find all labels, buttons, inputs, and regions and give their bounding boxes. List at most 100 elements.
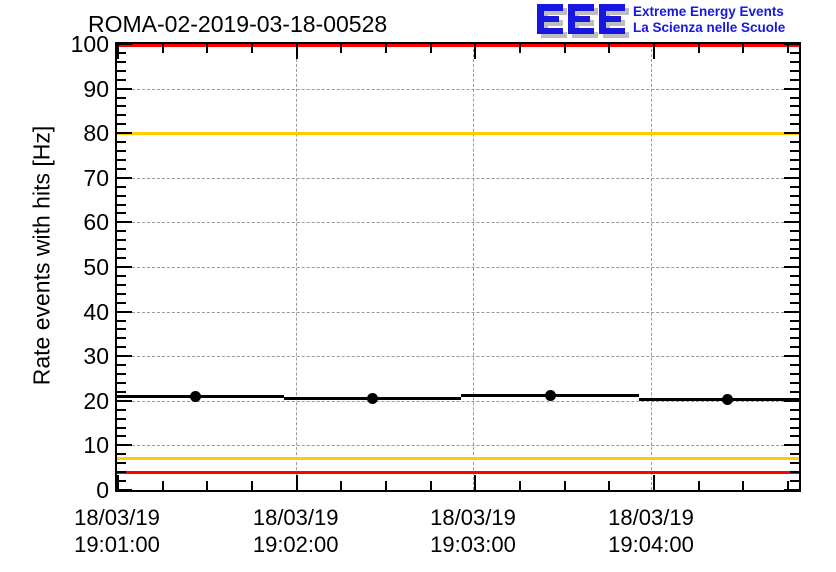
y-axis-tick-left — [117, 408, 126, 411]
y-axis-tick-label: 70 — [83, 164, 109, 191]
y-axis-tick-left — [117, 87, 132, 90]
y-axis-tick-left — [117, 462, 126, 465]
x-axis-tick-bottom — [385, 481, 388, 490]
y-axis-tick-left — [117, 230, 126, 233]
gridline-horizontal — [117, 445, 799, 447]
y-axis-tick-right — [790, 158, 799, 161]
y-axis-tick-right — [790, 257, 799, 260]
y-axis-tick-left — [117, 471, 126, 474]
y-axis-tick-left — [117, 274, 126, 277]
y-axis-tick-left — [117, 167, 126, 170]
threshold-line-lower-warning — [117, 457, 799, 461]
x-axis-tick-label-date: 18/03/19 — [252, 505, 339, 530]
eee-logo: Extreme Energy Events La Scienza nelle S… — [537, 3, 833, 38]
threshold-line-upper-alarm — [117, 44, 799, 47]
y-axis-tick-right — [790, 167, 799, 170]
x-axis-tick-top — [697, 44, 700, 53]
plot-area — [115, 42, 801, 492]
y-axis-tick-left — [117, 283, 126, 286]
y-axis-tick-right — [790, 150, 799, 153]
y-axis-tick-left — [117, 158, 126, 161]
y-axis-tick-label: 100 — [70, 31, 109, 57]
eee-logo-text: Extreme Energy Events La Scienza nelle S… — [633, 4, 785, 36]
x-axis-tick-top — [206, 44, 209, 53]
data-point-marker[interactable] — [189, 390, 201, 402]
y-axis-tick-left — [117, 310, 132, 313]
x-axis-tick-top — [563, 44, 566, 53]
x-axis-tick-bottom — [429, 481, 432, 490]
eee-letter-3 — [599, 4, 629, 38]
y-axis-tick-left — [117, 248, 126, 251]
gridline-horizontal — [117, 400, 799, 402]
y-axis-tick-right — [790, 60, 799, 63]
y-axis-tick-right — [790, 417, 799, 420]
y-axis-tick-right — [784, 44, 799, 45]
y-axis-tick-right — [790, 471, 799, 474]
y-axis-tick-left — [117, 373, 126, 376]
plot-canvas — [117, 44, 799, 490]
y-axis-tick-right — [790, 328, 799, 331]
y-axis-tick-left — [117, 399, 132, 402]
y-axis-tick-right — [790, 462, 799, 465]
x-axis-tick-label: 18/03/19 19:03:00 — [383, 504, 563, 558]
y-axis-tick-right — [790, 426, 799, 429]
data-point-marker[interactable] — [721, 393, 733, 405]
eee-logo-mark — [537, 3, 629, 38]
y-axis-tick-left — [117, 417, 126, 420]
x-axis-tick-bottom — [117, 475, 119, 490]
y-axis-tick-left — [117, 150, 126, 153]
y-axis-tick-right — [784, 87, 799, 90]
y-axis-tick-right — [790, 69, 799, 72]
threshold-line-upper-warning — [117, 131, 799, 135]
data-segment — [638, 397, 799, 401]
x-axis-tick-bottom — [251, 481, 253, 490]
data-point-marker[interactable] — [367, 393, 379, 405]
x-axis-tick-label-date: 18/03/19 — [430, 505, 516, 530]
x-axis-tick-top — [653, 44, 656, 59]
x-axis-tick-bottom — [697, 481, 700, 490]
y-axis-tick-right — [784, 399, 799, 402]
y-axis-tick-right — [790, 408, 799, 411]
x-axis-tick-label-date: 18/03/19 — [608, 505, 694, 530]
x-axis-tick-top — [608, 44, 611, 53]
y-axis-tick-right — [784, 266, 799, 268]
y-axis-tick-label: 50 — [83, 254, 109, 280]
data-point-marker[interactable] — [544, 389, 556, 401]
gridline-horizontal — [117, 177, 799, 179]
y-axis-tick-left — [117, 301, 126, 304]
y-axis-tick-right — [790, 292, 799, 295]
y-axis-tick-right — [790, 381, 799, 384]
y-axis-tick-left — [117, 453, 126, 456]
x-axis-tick-label-time: 19:04:00 — [608, 532, 694, 557]
y-axis-tick-right — [790, 105, 799, 108]
y-axis-tick-left — [117, 381, 126, 384]
eee-letter-2 — [568, 4, 598, 38]
y-axis-tick-label: 10 — [83, 432, 109, 459]
gridline-horizontal — [117, 88, 799, 90]
x-axis-tick-label-time: 19:02:00 — [252, 532, 339, 557]
x-axis-tick-top — [340, 44, 343, 53]
y-axis-tick-left — [117, 141, 126, 144]
y-axis-tick-right — [790, 123, 799, 126]
y-axis-tick-left — [117, 292, 126, 295]
y-axis-tick-right — [790, 435, 799, 438]
y-axis-tick-label: 60 — [83, 209, 109, 236]
y-axis-tick-left — [117, 203, 126, 206]
x-axis-tick-bottom — [653, 475, 656, 490]
y-axis-tick-right — [790, 239, 799, 242]
x-axis-tick-bottom — [563, 481, 566, 490]
y-axis-tick-left — [117, 328, 126, 331]
y-axis-tick-left — [117, 114, 126, 117]
y-axis-tick-right — [784, 355, 799, 358]
y-axis-tick-left — [117, 78, 126, 81]
y-axis-tick-left — [117, 221, 132, 224]
y-axis-tick-label: 40 — [83, 298, 109, 325]
y-axis-tick-right — [784, 489, 799, 490]
y-axis-tick-left — [117, 123, 126, 126]
y-axis-tick-label: 80 — [83, 120, 109, 147]
y-axis-tick-right — [790, 373, 799, 376]
gridline-horizontal — [117, 311, 799, 313]
y-axis-tick-left — [117, 105, 126, 108]
y-axis-tick-right — [790, 230, 799, 233]
y-axis-tick-right — [790, 480, 799, 483]
